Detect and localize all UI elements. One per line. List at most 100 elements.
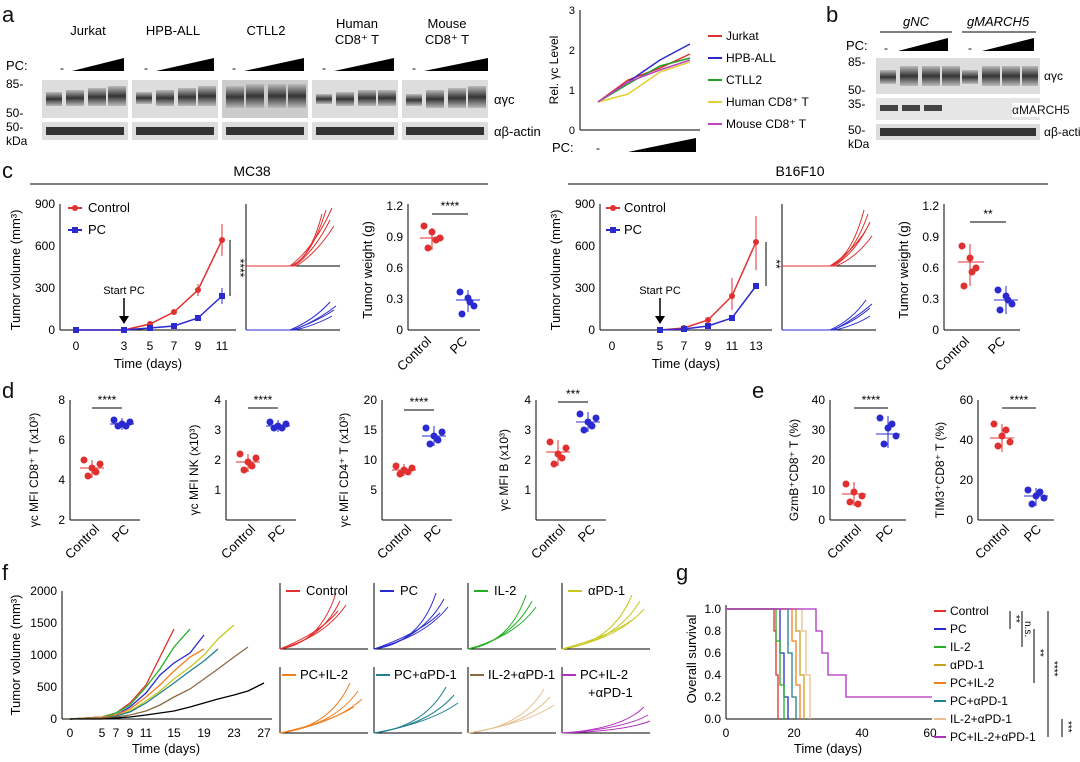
c2-ytick-2: 600 bbox=[575, 239, 595, 253]
pc-wedge-3 bbox=[334, 58, 394, 71]
f-ytick-4: 2000 bbox=[30, 584, 57, 598]
c2w-xtick-1: PC bbox=[985, 334, 1008, 357]
d3-ytick-3: 4 bbox=[524, 393, 531, 407]
marker-85: 85- bbox=[6, 77, 23, 91]
c2-xtick-0: 0 bbox=[609, 339, 616, 353]
d1-xtick-0: Control bbox=[218, 521, 258, 561]
c1-xtick-5: 11 bbox=[216, 339, 229, 353]
blot-gamma-c bbox=[42, 80, 488, 118]
panel-b-label: b bbox=[826, 2, 839, 27]
g-xtick-2: 40 bbox=[855, 726, 869, 740]
f-sp-label-7: PC+IL-2 bbox=[580, 667, 628, 682]
panel-g-label: g bbox=[676, 560, 689, 585]
e-plot-0: GzmB⁺CD8⁺ T (%) 0 10 20 30 40 **** Control P… bbox=[787, 393, 906, 562]
b-marker-1: 50- bbox=[848, 83, 865, 97]
c-mc38-ylabel: Tumor volume (mm³) bbox=[8, 210, 23, 331]
d1-ytick-1: 2 bbox=[214, 453, 221, 467]
c2-annotation: Start PC bbox=[639, 285, 681, 297]
b-wedge-1 bbox=[982, 38, 1034, 51]
g-sig-3: **** bbox=[1048, 661, 1059, 677]
c2w-sig: ** bbox=[983, 207, 993, 221]
panel-a-chart: Rel. γc Level 0 1 2 3 PC: - Jurkat HPB-A… bbox=[530, 0, 830, 160]
a-ytick-3: 3 bbox=[569, 5, 575, 17]
cell-line-label-0: Jurkat bbox=[70, 23, 106, 38]
c1-ytick-1: 300 bbox=[35, 281, 55, 295]
a-ytick-0: 0 bbox=[569, 125, 575, 137]
d0-ytick-0: 2 bbox=[58, 513, 65, 527]
panel-g-svg: Overall survival 0.0 0.2 0.4 0.6 0.8 1.0… bbox=[684, 602, 1073, 756]
c1w-ytick-1: 0.3 bbox=[386, 292, 403, 306]
blot-actin bbox=[42, 122, 488, 140]
e1-ytick-2: 40 bbox=[960, 433, 974, 447]
a-chart-legend: Jurkat HPB-ALL CTLL2 Human CD8⁺ T Mouse … bbox=[708, 29, 809, 131]
g-legend-2: IL-2 bbox=[950, 640, 971, 654]
antibody-actin: αβ-actin bbox=[494, 124, 540, 139]
d3-ytick-0: 1 bbox=[524, 483, 531, 497]
d2-ytick-2: 15 bbox=[364, 423, 378, 437]
g-legend-0: Control bbox=[950, 604, 989, 618]
minus-2: - bbox=[232, 61, 236, 75]
g-legend-7: PC+IL-2+αPD-1 bbox=[950, 730, 1036, 744]
d-plot-2: γc MFI CD4⁺ T (x10³) 5 10 15 20 **** Contro… bbox=[337, 393, 452, 562]
c2w-ytick-0: 0 bbox=[932, 323, 939, 337]
a-chart-pc: PC: bbox=[552, 140, 574, 155]
c1-xtick-4: 9 bbox=[195, 339, 202, 353]
b-marker-2: 35- bbox=[848, 97, 865, 111]
c1-xtick-1: 3 bbox=[121, 339, 128, 353]
c2w-ytick-1: 0.3 bbox=[922, 292, 939, 306]
panel-a-blot: Jurkat HPB-ALL CTLL2 Human CD8⁺ T Mouse CD… bbox=[0, 0, 541, 160]
pc-gradients: - - - - - bbox=[60, 58, 488, 75]
d-plot-1: γc MFI NK (x10³) 1 2 3 4 **** Control PC bbox=[187, 393, 296, 562]
g-sig-0: ** bbox=[1010, 615, 1021, 623]
e0-ytick-4: 40 bbox=[812, 393, 826, 407]
a-line-human bbox=[597, 61, 691, 103]
c2-weight-ylabel: Tumor weight (g) bbox=[896, 221, 911, 319]
e0-sig: **** bbox=[862, 393, 881, 407]
b-marker-0: 85- bbox=[848, 55, 865, 69]
a-line-jurkat bbox=[597, 53, 691, 103]
e0-xtick-0: Control bbox=[824, 521, 864, 561]
c1-legend-1: PC bbox=[88, 222, 106, 237]
panel-a-blot-svg: Jurkat HPB-ALL CTLL2 Human CD8⁺ T Mouse CD… bbox=[6, 16, 541, 148]
d0-ytick-3: 8 bbox=[58, 393, 65, 407]
a-line-ctll2 bbox=[597, 57, 691, 103]
c-b16-ylabel: Tumor volume (mm³) bbox=[548, 210, 563, 331]
f-xtick-0: 0 bbox=[67, 726, 74, 740]
a-legend-1: HPB-ALL bbox=[726, 51, 776, 65]
d3-ylabel: γc MFI B (x10³) bbox=[497, 429, 511, 511]
g-ytick-5: 1.0 bbox=[704, 602, 721, 616]
minus-1: - bbox=[144, 61, 148, 75]
b-ab-2: αβ-actin bbox=[1044, 125, 1080, 139]
f-xtick-6: 19 bbox=[197, 726, 211, 740]
panel-a-chart-svg: Rel. γc Level 0 1 2 3 PC: - Jurkat HPB-A… bbox=[547, 5, 809, 155]
c2w-ytick-4: 1.2 bbox=[922, 199, 939, 213]
c2-xtick-5: 13 bbox=[749, 339, 763, 353]
e1-ylabel: TIM3⁺CD8⁺ T (%) bbox=[933, 422, 947, 518]
a-legend-4: Mouse CD8⁺ T bbox=[726, 117, 807, 131]
d2-ytick-0: 5 bbox=[370, 483, 377, 497]
d0-xtick-0: Control bbox=[62, 521, 102, 561]
c2-xtick-1: 5 bbox=[657, 339, 664, 353]
panel-de-svg: γc MFI CD8⁺ T (x10³) 2 4 6 8 **** Control P… bbox=[27, 387, 1054, 562]
e0-ytick-0: 0 bbox=[818, 513, 825, 527]
a-chart-minus: - bbox=[596, 141, 600, 155]
g-legend-4: PC+IL-2 bbox=[950, 676, 995, 690]
d1-ytick-0: 1 bbox=[214, 483, 221, 497]
c2-xtick-4: 11 bbox=[726, 339, 739, 353]
cell-line-label-3: Human CD8⁺ T bbox=[335, 16, 379, 47]
c1-ytick-3: 900 bbox=[35, 197, 55, 211]
f-xtick-8: 27 bbox=[257, 726, 271, 740]
panel-c-svg: MC38 B16F10 Tumor volume (mm³) 0 300 600… bbox=[8, 163, 1048, 374]
g-xtick-3: 60 bbox=[923, 726, 937, 740]
c2-ytick-3: 900 bbox=[575, 197, 595, 211]
e-plot-1: TIM3⁺CD8⁺ T (%) 0 20 40 60 **** Control PC bbox=[933, 393, 1054, 562]
c1-xtick-0: 0 bbox=[73, 339, 80, 353]
g-ytick-3: 0.6 bbox=[704, 646, 721, 660]
e1-ytick-3: 60 bbox=[960, 393, 974, 407]
b-pc: PC: bbox=[846, 38, 868, 53]
b-ab-march5: αMARCH5 bbox=[1012, 103, 1070, 117]
g-ytick-2: 0.4 bbox=[704, 668, 721, 682]
cell-line-label-1: HPB-ALL bbox=[146, 23, 200, 38]
d2-xtick-0: Control bbox=[374, 521, 414, 561]
c1-legend-0: Control bbox=[88, 200, 130, 215]
